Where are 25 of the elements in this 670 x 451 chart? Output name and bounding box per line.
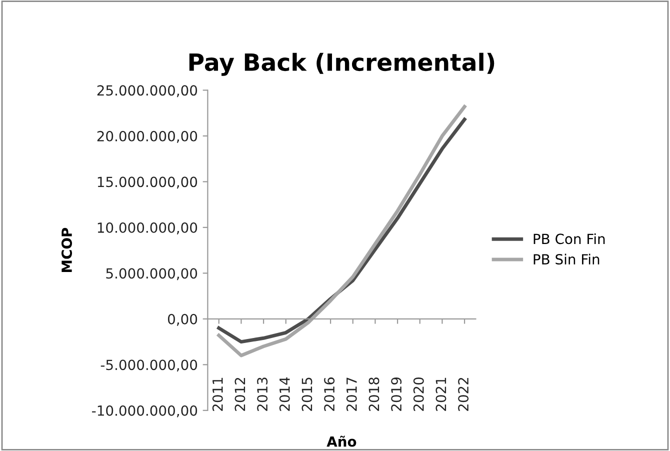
y-tick-label: -10.000.000,00 <box>92 405 198 418</box>
y-tick-label: 20.000.000,00 <box>97 130 198 143</box>
x-tick-label: 2016 <box>324 377 335 411</box>
legend-label: PB Sin Fin <box>534 254 600 265</box>
x-tick-label: 2012 <box>234 378 246 411</box>
y-tick-label: 0,00 <box>168 314 198 326</box>
x-tick-label: 2019 <box>391 378 402 411</box>
x-tick-label: 2020 <box>413 377 424 411</box>
x-tick-label: 2014 <box>279 377 290 411</box>
x-tick-label: 2021 <box>436 378 446 411</box>
x-tick-label: 2015 <box>302 378 312 411</box>
y-tick-label: -5.000.000,00 <box>100 360 198 372</box>
x-tick-label: 2013 <box>257 378 268 411</box>
y-axis-title: MCOP <box>61 228 72 272</box>
x-tick-label: 2011 <box>212 378 223 411</box>
y-tick-label: 5.000.000,00 <box>106 268 198 280</box>
y-tick-label: 25.000.000,00 <box>97 85 198 98</box>
x-tick-label: 2017 <box>346 378 357 411</box>
x-tick-label: 2018 <box>368 378 380 411</box>
legend-label: PB Con Fin <box>534 233 605 244</box>
x-tick-label: 2022 <box>458 378 469 411</box>
chart-title: Pay Back (Incremental) <box>189 52 494 76</box>
y-tick-label: 15.000.000,00 <box>98 176 198 189</box>
x-axis-title: Año <box>326 436 356 447</box>
y-tick-label: 10.000.000,00 <box>98 222 198 234</box>
